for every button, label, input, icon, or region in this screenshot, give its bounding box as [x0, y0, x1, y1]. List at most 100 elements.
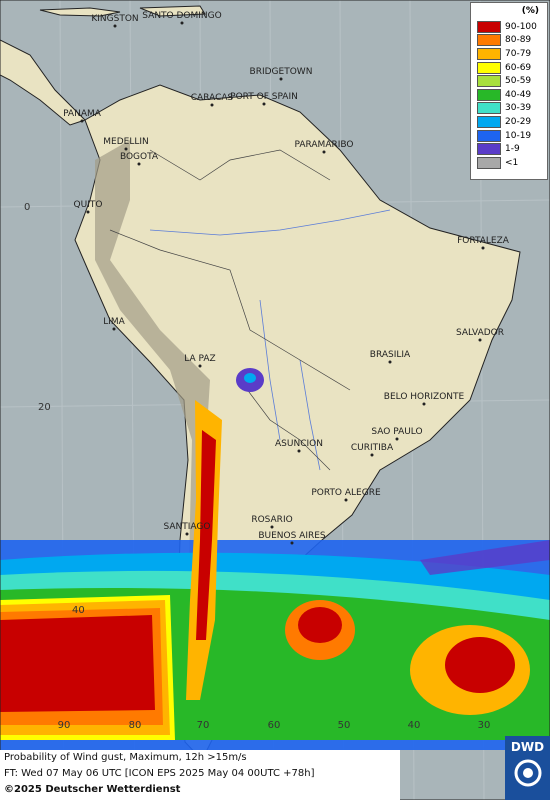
legend-entry: 20-29 — [471, 115, 547, 129]
legend-label: 90-100 — [505, 21, 537, 32]
longitude-label: 30 — [478, 720, 491, 731]
city-label: PORT OF SPAIN — [230, 92, 298, 102]
latitude-label: 0 — [24, 202, 30, 213]
longitude-label: 80 — [129, 720, 142, 731]
longitude-label: 50 — [338, 720, 351, 731]
city-label: BRIDGETOWN — [250, 67, 313, 77]
city-marker — [297, 449, 301, 453]
legend-swatch — [477, 75, 501, 88]
legend-entry: 1-9 — [471, 142, 547, 156]
city-marker — [270, 525, 274, 529]
city-label: LIMA — [103, 317, 125, 327]
legend-entry: 60-69 — [471, 61, 547, 75]
city-label: SAO PAULO — [371, 427, 422, 437]
legend-swatch — [477, 47, 501, 60]
city-label: CURITIBA — [351, 443, 394, 453]
legend-swatch — [477, 115, 501, 128]
legend-label: 10-19 — [505, 130, 532, 141]
legend-entry: 50-59 — [471, 74, 547, 88]
city-marker — [478, 338, 482, 342]
city-marker — [290, 541, 294, 545]
copyright: ©2025 Deutscher Wetterdienst — [4, 784, 181, 795]
city-marker — [112, 327, 116, 331]
city-label: BELO HORIZONTE — [384, 392, 465, 402]
probability-field — [0, 368, 550, 750]
legend-swatch — [477, 34, 501, 47]
city-marker — [210, 103, 214, 107]
legend-swatch — [477, 156, 501, 169]
longitude-label: 70 — [197, 720, 210, 731]
legend-swatch — [477, 88, 501, 101]
city-marker — [262, 102, 266, 106]
city-marker — [481, 246, 485, 250]
city-label: ASUNCION — [275, 439, 323, 449]
city-label: SANTO DOMINGO — [142, 11, 221, 21]
legend-entry: 80-89 — [471, 34, 547, 48]
city-marker — [185, 532, 189, 536]
city-label: BOGOTA — [120, 152, 159, 162]
city-label: LA PAZ — [184, 354, 215, 364]
legend-entry: 30-39 — [471, 102, 547, 116]
city-marker — [80, 119, 84, 123]
city-label: ROSARIO — [251, 515, 292, 525]
city-marker — [322, 150, 326, 154]
legend-entry: 70-79 — [471, 47, 547, 61]
legend-entry: 10-19 — [471, 129, 547, 143]
legend-label: 30-39 — [505, 103, 532, 114]
legend-entry: 40-49 — [471, 88, 547, 102]
city-marker — [198, 364, 202, 368]
city-label: MEDELLIN — [103, 137, 148, 147]
legend-label: 40-49 — [505, 89, 532, 100]
city-marker — [113, 24, 117, 28]
city-label: QUITO — [74, 200, 103, 210]
legend-swatch — [477, 129, 501, 142]
rivers — [149, 209, 391, 471]
legend-title: (%) — [521, 6, 539, 16]
city-marker — [388, 360, 392, 364]
city-label: SALVADOR — [456, 328, 504, 338]
city-label: KINGSTON — [91, 14, 138, 24]
city-marker — [180, 21, 184, 25]
legend-label: 70-79 — [505, 48, 532, 59]
city-marker — [395, 437, 399, 441]
latitude-label: 40 — [72, 605, 85, 616]
legend: (%) 90-100 80-89 70-79 60-69 50-59 40-49 30-39 2… — [470, 2, 548, 180]
city-marker — [370, 453, 374, 457]
city-marker — [86, 210, 90, 214]
legend-label: 60-69 — [505, 62, 532, 73]
city-label: BRASILIA — [370, 350, 411, 360]
latitude-label: 20 — [38, 402, 51, 413]
legend-swatch — [477, 102, 501, 115]
legend-entry: 90-100 — [471, 20, 547, 34]
land-hispaniola — [139, 5, 206, 17]
land-central-america — [0, 39, 86, 126]
city-label: SANTIAGO — [164, 522, 211, 532]
city-marker — [344, 498, 348, 502]
legend-label: 80-89 — [505, 35, 532, 46]
legend-swatch — [477, 61, 501, 74]
footer: Probability of Wind gust, Maximum, 12h >… — [0, 750, 400, 800]
logo-swirl — [514, 759, 541, 787]
city-marker — [137, 162, 141, 166]
legend-swatch — [477, 143, 501, 156]
land-cuba — [39, 7, 121, 17]
legend-label: <1 — [505, 157, 519, 168]
city-marker — [279, 77, 283, 81]
longitude-label: 90 — [58, 720, 71, 731]
legend-label: 20-29 — [505, 116, 532, 127]
city-marker — [124, 147, 128, 151]
highlands-andes — [95, 140, 210, 620]
borders — [109, 149, 351, 471]
city-marker — [422, 402, 426, 406]
city-label: CARACAS — [191, 93, 234, 103]
city-label: PORTO ALEGRE — [311, 488, 381, 498]
longitude-label: 60 — [268, 720, 281, 731]
legend-label: 1-9 — [505, 144, 520, 155]
city-label: BUENOS AIRES — [258, 531, 326, 541]
city-label: PARAMARIBO — [295, 140, 354, 150]
legend-swatch — [477, 20, 501, 33]
city-label: FORTALEZA — [457, 236, 510, 246]
legend-entry: <1 — [471, 156, 547, 170]
